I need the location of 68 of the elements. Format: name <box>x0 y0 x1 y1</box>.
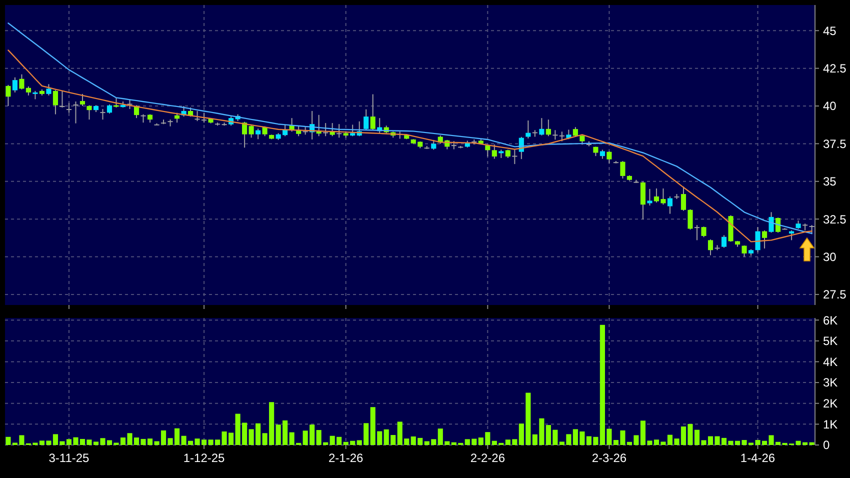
candlestick <box>809 224 814 235</box>
y-tick-label: 4K <box>823 354 838 369</box>
candlestick <box>323 122 328 137</box>
x-tick-label: 1-4-26 <box>740 451 776 465</box>
candlestick <box>52 90 58 115</box>
candlestick <box>86 104 92 120</box>
x-tick-label: 2-1-26 <box>328 451 364 465</box>
y-tick-label: 3K <box>823 376 838 390</box>
candlestick <box>370 94 376 131</box>
candlestick <box>606 150 612 164</box>
candlestick <box>296 126 302 137</box>
candlestick <box>647 188 652 206</box>
candlestick <box>12 76 18 93</box>
candlestick <box>60 90 65 108</box>
candlestick <box>593 146 598 157</box>
y-tick-label: 40 <box>823 99 837 114</box>
candlestick <box>202 112 207 124</box>
bar <box>809 442 814 445</box>
candlestick <box>127 98 132 110</box>
candlestick <box>6 84 11 107</box>
y-tick-label: 45 <box>823 24 837 38</box>
candlestick <box>492 144 497 160</box>
candlestick <box>248 125 254 138</box>
y-tick-label: 2K <box>823 396 838 411</box>
candlestick <box>546 119 551 137</box>
candlestick <box>762 230 768 249</box>
y-tick-label: 32.5 <box>823 212 847 226</box>
y-tick-label: 0 <box>823 438 830 452</box>
candlestick <box>336 124 342 138</box>
y-tick-label: 1K <box>823 417 838 432</box>
x-tick-label: 2-3-26 <box>592 451 627 465</box>
candlestick <box>572 126 578 138</box>
candlestick <box>667 196 673 214</box>
y-tick-label: 6K <box>823 313 838 328</box>
candlestick <box>80 93 86 107</box>
candlestick <box>364 108 369 131</box>
y-tick-label: 35 <box>823 174 837 189</box>
candlestick <box>526 120 531 139</box>
candlestick <box>19 74 24 90</box>
candlestick <box>694 224 700 241</box>
candlestick <box>552 130 558 140</box>
candlestick <box>721 234 727 248</box>
y-tick-label: 42.5 <box>823 62 847 76</box>
y-tick-label: 27.5 <box>823 288 847 302</box>
candlestick <box>114 97 119 108</box>
candlestick <box>46 84 52 96</box>
candlestick <box>100 108 106 120</box>
candlestick <box>66 102 72 114</box>
candlestick <box>242 121 248 148</box>
candlestick <box>256 128 261 140</box>
y-tick-label: 37.5 <box>823 136 847 151</box>
candlestick <box>73 100 78 124</box>
line-series <box>8 22 812 234</box>
x-tick-label: 2-2-26 <box>470 451 506 465</box>
bar <box>6 436 11 445</box>
candlestick <box>768 212 774 234</box>
candlestick <box>742 244 747 258</box>
y-tick-label: 5K <box>823 334 838 348</box>
x-tick-label: 3-11-25 <box>48 451 90 465</box>
candlestick <box>600 149 605 160</box>
candlestick <box>26 86 31 96</box>
candlestick <box>559 131 564 142</box>
x-tick-label: 1-12-25 <box>183 451 226 465</box>
candlestick <box>512 149 518 165</box>
candlestick <box>350 124 356 137</box>
candlestick <box>755 226 760 253</box>
y-tick-label: 30 <box>823 250 837 264</box>
candlestick <box>194 110 200 122</box>
